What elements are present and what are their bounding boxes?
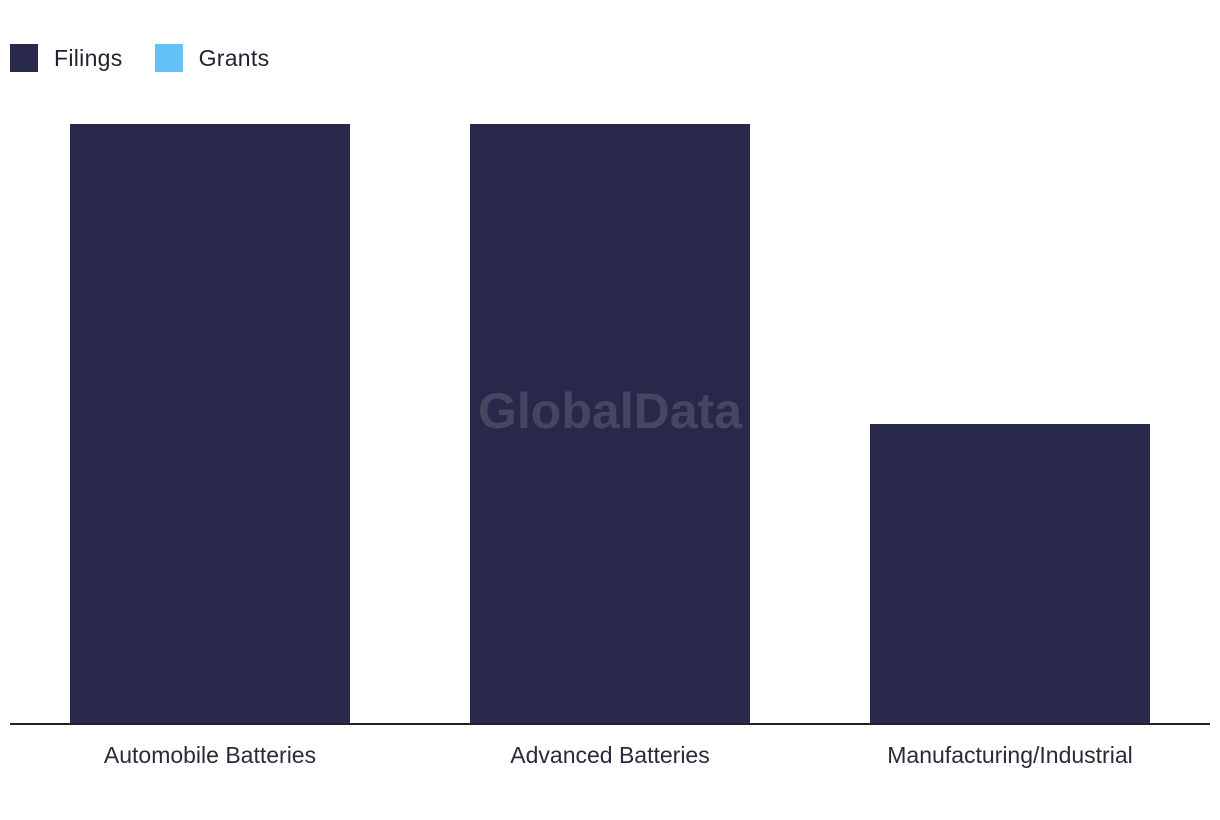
bar-filings-0[interactable] [70, 124, 350, 724]
x-tick-label-0: Automobile Batteries [104, 742, 316, 768]
legend-item-filings[interactable]: Filings [10, 44, 123, 72]
legend-swatch-filings [10, 44, 38, 72]
bar-filings-2[interactable] [870, 424, 1150, 724]
globaldata-watermark: GlobalData [478, 383, 743, 439]
legend-label-grants: Grants [198, 44, 270, 71]
x-axis-tick-labels: Automobile Batteries Advanced Batteries Ma… [104, 742, 1133, 768]
x-tick-label-2: Manufacturing/Industrial [887, 742, 1132, 768]
chart-legend: Filings Grants [10, 44, 269, 72]
x-tick-label-1: Advanced Batteries [510, 742, 709, 768]
bar-filings-1[interactable] [470, 124, 750, 724]
legend-swatch-grants [154, 44, 183, 72]
legend-label-filings: Filings [54, 44, 123, 71]
bars-group [70, 124, 1150, 724]
legend-item-grants[interactable]: Grants [154, 44, 270, 72]
